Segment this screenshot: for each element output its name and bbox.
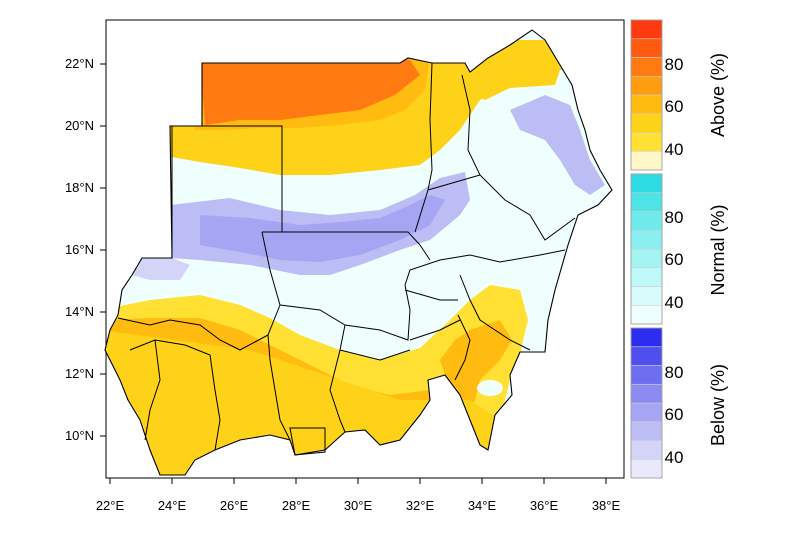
colorbar-swatch xyxy=(630,173,663,194)
colorbar-swatch xyxy=(630,402,663,423)
state-boundary xyxy=(329,324,346,433)
above-colorbar xyxy=(630,19,663,171)
x-tick-label: 28°E xyxy=(282,498,311,513)
colorbar-swatch xyxy=(630,248,663,269)
y-tick-label: 16°N xyxy=(65,242,94,257)
state-boundary xyxy=(261,231,281,306)
state-boundary xyxy=(459,274,531,351)
legend: 40 60 80 Above (%) 40 60 80 Normal (%) 4… xyxy=(630,19,728,479)
colorbar-swatch xyxy=(630,19,663,40)
state-boundary xyxy=(144,339,161,441)
colorbar-swatch xyxy=(630,365,663,385)
normal-colorbar xyxy=(630,173,663,325)
state-boundary xyxy=(427,174,481,191)
x-tick-label: 34°E xyxy=(468,498,497,513)
below-band-central-deep xyxy=(200,195,445,262)
colorbar-swatch xyxy=(630,38,663,58)
below-label-40: 40 xyxy=(665,448,684,467)
below-band-east xyxy=(510,95,605,195)
x-tick-label: 24°E xyxy=(158,498,187,513)
y-axis: 22°N 20°N 18°N 16°N 14°N 12°N 10°N xyxy=(65,56,106,443)
above-label-40: 40 xyxy=(665,140,684,159)
country-outline xyxy=(104,29,613,476)
below-title: Below (%) xyxy=(708,364,728,446)
state-boundary xyxy=(262,231,421,246)
colorbar-swatch xyxy=(630,421,663,441)
colorbar-swatch xyxy=(630,458,663,479)
normal-title: Normal (%) xyxy=(708,204,728,295)
state-boundary xyxy=(339,349,411,361)
colorbar-swatch xyxy=(630,75,663,96)
colorbar-swatch xyxy=(630,440,663,460)
y-tick-label: 22°N xyxy=(65,56,94,71)
colorbar-swatch xyxy=(630,229,663,250)
colorbar-swatch xyxy=(630,150,663,171)
state-boundary xyxy=(404,289,458,301)
boundary-lines xyxy=(104,29,613,476)
colorbar-frame xyxy=(630,327,663,479)
x-tick-label: 30°E xyxy=(344,498,373,513)
x-tick-label: 38°E xyxy=(592,498,621,513)
above-label-60: 60 xyxy=(665,97,684,116)
state-boundary xyxy=(289,427,326,456)
normal-label-40: 40 xyxy=(665,293,684,312)
state-boundary xyxy=(267,304,291,441)
state-boundary xyxy=(414,62,433,233)
colorbar-swatch xyxy=(630,192,663,212)
x-axis: 22°E 24°E 26°E 28°E 30°E 32°E 34°E 36°E … xyxy=(96,478,621,513)
colorbar-swatch xyxy=(630,346,663,366)
colorbar-swatch xyxy=(630,94,663,115)
state-boundary xyxy=(409,319,461,341)
x-tick-label: 26°E xyxy=(220,498,249,513)
below-colorbar xyxy=(630,327,663,479)
normal-patch-south-east xyxy=(477,380,503,396)
below-band-west-edge xyxy=(132,258,190,280)
y-tick-label: 20°N xyxy=(65,118,94,133)
normal-label-80: 80 xyxy=(665,208,684,227)
above-80-core-north xyxy=(200,60,420,125)
y-tick-label: 14°N xyxy=(65,304,94,319)
colorbar-swatch xyxy=(630,304,663,325)
colorbar-swatch xyxy=(630,267,663,287)
colorbar-swatch xyxy=(630,286,663,306)
state-boundary xyxy=(117,317,269,351)
colorbar-swatch xyxy=(630,57,663,77)
y-tick-label: 12°N xyxy=(65,366,94,381)
colorbar-frame xyxy=(630,19,663,171)
below-label-80: 80 xyxy=(665,363,684,382)
y-tick-label: 18°N xyxy=(65,180,94,195)
colorbar-swatch xyxy=(630,113,663,133)
state-boundary xyxy=(461,74,576,241)
colorbar-swatch xyxy=(630,132,663,152)
colorbar-swatch xyxy=(630,211,663,231)
normal-label-60: 60 xyxy=(665,250,684,269)
above-label-80: 80 xyxy=(665,55,684,74)
colorbar-frame xyxy=(630,173,663,325)
above-east-band xyxy=(470,50,560,100)
x-tick-label: 22°E xyxy=(96,498,125,513)
below-label-60: 60 xyxy=(665,405,684,424)
x-tick-label: 32°E xyxy=(406,498,435,513)
x-tick-label: 36°E xyxy=(530,498,559,513)
state-boundary xyxy=(454,314,471,381)
y-tick-label: 10°N xyxy=(65,428,94,443)
state-boundary xyxy=(419,244,431,261)
colorbar-swatch xyxy=(630,383,663,404)
above-title: Above (%) xyxy=(708,53,728,137)
colorbar-swatch xyxy=(630,327,663,348)
